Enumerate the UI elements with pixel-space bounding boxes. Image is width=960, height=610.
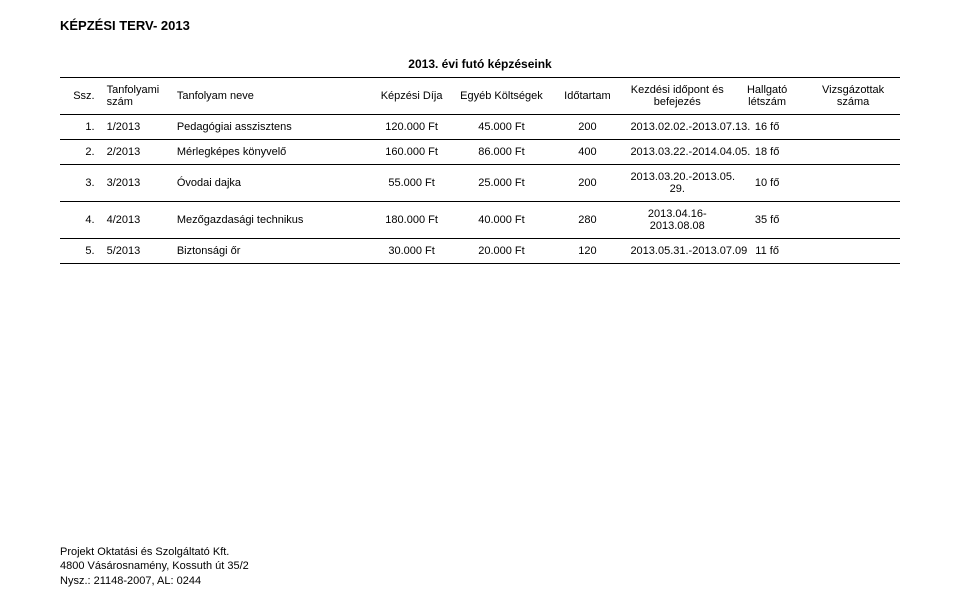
th-num: Tanfolyami szám <box>103 78 173 115</box>
table-title: 2013. évi futó képzéseink <box>60 57 900 71</box>
cell-dij: 30.000 Ft <box>369 239 455 264</box>
cell-vizs <box>806 165 900 202</box>
table-row: 4. 4/2013 Mezőgazdasági technikus 180.00… <box>60 202 900 239</box>
cell-name: Biztonsági őr <box>173 239 369 264</box>
cell-ssz: 5. <box>60 239 103 264</box>
cell-ssz: 4. <box>60 202 103 239</box>
cell-vizs <box>806 140 900 165</box>
cell-egyeb: 45.000 Ft <box>455 115 549 140</box>
cell-num: 1/2013 <box>103 115 173 140</box>
cell-ido: 280 <box>548 202 626 239</box>
cell-kezd: 2013.04.16-2013.08.08 <box>626 202 728 239</box>
cell-vizs <box>806 202 900 239</box>
cell-name: Pedagógiai asszisztens <box>173 115 369 140</box>
training-table: Ssz. Tanfolyami szám Tanfolyam neve Képz… <box>60 77 900 264</box>
cell-vizs <box>806 239 900 264</box>
cell-dij: 180.000 Ft <box>369 202 455 239</box>
th-name: Tanfolyam neve <box>173 78 369 115</box>
table-row: 1. 1/2013 Pedagógiai asszisztens 120.000… <box>60 115 900 140</box>
table-row: 3. 3/2013 Óvodai dajka 55.000 Ft 25.000 … <box>60 165 900 202</box>
cell-kezd: 2013.03.22.-2014.04.05. <box>626 140 728 165</box>
doc-title: KÉPZÉSI TERV- 2013 <box>60 18 900 33</box>
cell-ido: 200 <box>548 165 626 202</box>
cell-num: 2/2013 <box>103 140 173 165</box>
cell-dij: 55.000 Ft <box>369 165 455 202</box>
cell-egyeb: 40.000 Ft <box>455 202 549 239</box>
cell-name: Mezőgazdasági technikus <box>173 202 369 239</box>
table-row: 2. 2/2013 Mérlegképes könyvelő 160.000 F… <box>60 140 900 165</box>
cell-ido: 120 <box>548 239 626 264</box>
cell-name: Óvodai dajka <box>173 165 369 202</box>
th-vizs: Vizsgázottak száma <box>806 78 900 115</box>
footer-line3: Nysz.: 21148-2007, AL: 0244 <box>60 574 249 588</box>
th-dij: Képzési Díja <box>369 78 455 115</box>
document-page: KÉPZÉSI TERV- 2013 2013. évi futó képzés… <box>0 0 960 610</box>
cell-num: 3/2013 <box>103 165 173 202</box>
cell-num: 5/2013 <box>103 239 173 264</box>
cell-ido: 200 <box>548 115 626 140</box>
cell-ssz: 2. <box>60 140 103 165</box>
footer-line1: Projekt Oktatási és Szolgáltató Kft. <box>60 545 249 559</box>
cell-hall: 10 fő <box>728 165 806 202</box>
cell-num: 4/2013 <box>103 202 173 239</box>
th-hall: Hallgató létszám <box>728 78 806 115</box>
th-kezd: Kezdési időpont és befejezés <box>626 78 728 115</box>
cell-hall: 35 fő <box>728 202 806 239</box>
cell-ido: 400 <box>548 140 626 165</box>
table-row: 5. 5/2013 Biztonsági őr 30.000 Ft 20.000… <box>60 239 900 264</box>
th-ido: Időtartam <box>548 78 626 115</box>
cell-vizs <box>806 115 900 140</box>
th-egyeb: Egyéb Költségek <box>455 78 549 115</box>
table-header-row: Ssz. Tanfolyami szám Tanfolyam neve Képz… <box>60 78 900 115</box>
cell-dij: 120.000 Ft <box>369 115 455 140</box>
cell-ssz: 3. <box>60 165 103 202</box>
cell-name: Mérlegképes könyvelő <box>173 140 369 165</box>
cell-ssz: 1. <box>60 115 103 140</box>
cell-dij: 160.000 Ft <box>369 140 455 165</box>
footer-line2: 4800 Vásárosnamény, Kossuth út 35/2 <box>60 559 249 573</box>
cell-egyeb: 86.000 Ft <box>455 140 549 165</box>
th-ssz: Ssz. <box>60 78 103 115</box>
cell-kezd: 2013.02.02.-2013.07.13. <box>626 115 728 140</box>
footer: Projekt Oktatási és Szolgáltató Kft. 480… <box>60 545 249 588</box>
cell-egyeb: 20.000 Ft <box>455 239 549 264</box>
cell-egyeb: 25.000 Ft <box>455 165 549 202</box>
cell-kezd: 2013.03.20.-2013.05. 29. <box>626 165 728 202</box>
cell-kezd: 2013.05.31.-2013.07.09 <box>626 239 728 264</box>
